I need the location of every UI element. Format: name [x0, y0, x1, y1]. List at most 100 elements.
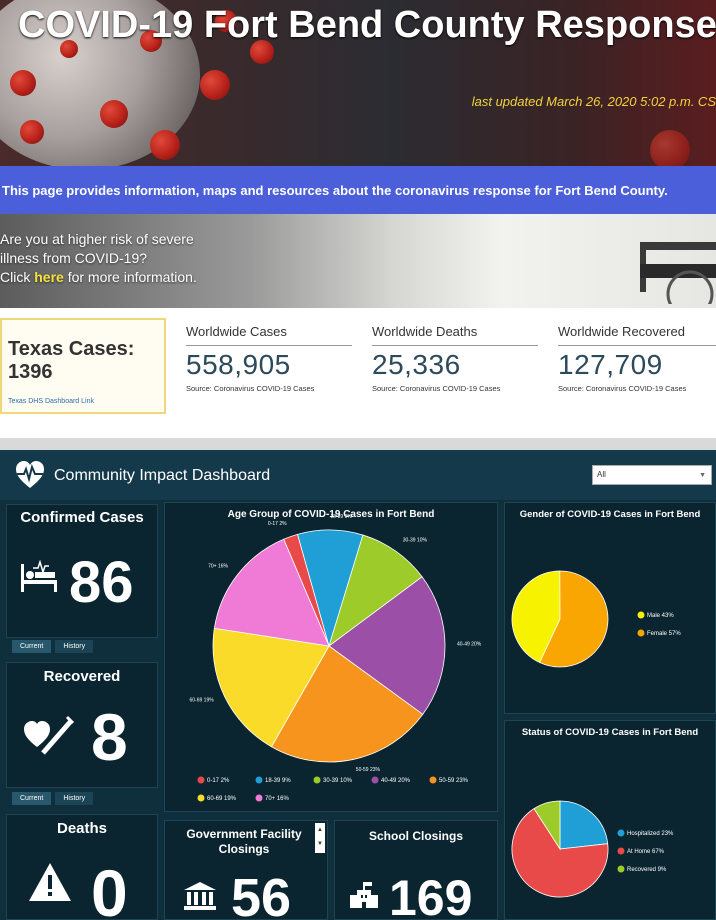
chevron-down-icon: ▼: [699, 472, 706, 479]
slice-label: 30-39 10%: [403, 537, 428, 543]
stat-source: Source: Coronavirus COVID-19 Cases: [372, 384, 501, 393]
legend-label: 18-39 9%: [265, 778, 291, 784]
risk-line-1: Are you at higher risk of severe: [0, 231, 194, 247]
heart-syringe-icon: [24, 715, 75, 755]
stats-row: Texas Cases: 1396 Texas DHS Dashboard Li…: [0, 308, 716, 438]
risk-info-link[interactable]: here: [34, 269, 64, 285]
tab-current[interactable]: Current: [12, 640, 52, 653]
pie-slice-30-39[interactable]: [328, 534, 423, 648]
legend-marker: [255, 776, 263, 784]
gender-chart-panel: Gender of COVID-19 Cases in Fort Bend Ma…: [504, 502, 716, 714]
pie-slice-60-69[interactable]: [212, 627, 330, 748]
risk-banner: Are you at higher risk of severe illness…: [0, 214, 716, 308]
recovered-title: Recovered: [43, 668, 121, 685]
pie-slice-hospitalized[interactable]: [559, 800, 609, 850]
confirmed-tabs: Current History: [12, 640, 94, 653]
pie-slice-at-home[interactable]: [511, 808, 609, 898]
stat-value: 127,709: [558, 349, 663, 380]
tab-current[interactable]: Current: [12, 792, 52, 805]
legend-marker: [197, 794, 205, 802]
legend-label: Female 57%: [647, 631, 681, 637]
worldwide-cases-stat: Worldwide Cases 558,905 Source: Coronavi…: [186, 324, 352, 393]
virus-spike: [60, 40, 78, 58]
stat-value: 25,336: [372, 349, 461, 380]
virus-spike: [215, 10, 237, 32]
slice-label: 40-49 20%: [457, 641, 482, 647]
bed-icon: [21, 560, 57, 592]
legend-marker: [617, 865, 625, 873]
legend-label: 0-17 2%: [207, 778, 230, 784]
worldwide-recovered-stat: Worldwide Recovered 127,709 Source: Coro…: [558, 324, 716, 393]
texas-dhs-link[interactable]: Texas DHS Dashboard Link: [8, 398, 94, 405]
slice-label: 70+ 16%: [208, 563, 228, 569]
status-chart-panel: Status of COVID-19 Cases in Fort Bend Ho…: [504, 720, 716, 920]
school-closings-title: School Closings: [368, 829, 463, 843]
legend-label: Hospitalized 23%: [627, 831, 674, 837]
worldwide-deaths-stat: Worldwide Deaths 25,336 Source: Coronavi…: [372, 324, 538, 393]
gender-pie-chart: Male 43% Female 57%: [511, 570, 681, 668]
texas-cases-value: 1396: [8, 361, 53, 383]
last-updated: last updated March 26, 2020 5:02 p.m. CS: [471, 94, 716, 109]
virus-spike: [200, 70, 230, 100]
pie-slice-70-[interactable]: [213, 538, 330, 647]
risk-click-text: Click: [0, 269, 35, 285]
stat-label: Worldwide Cases: [186, 324, 352, 346]
legend-marker: [429, 776, 437, 784]
tab-history[interactable]: History: [55, 792, 94, 805]
slice-label: 50-59 23%: [356, 767, 381, 773]
confirmed-cases-value: 86: [69, 550, 134, 615]
divider: [0, 438, 716, 450]
legend-marker: [371, 776, 379, 784]
gender-chart-title: Gender of COVID-19 Cases in Fort Bend: [519, 509, 701, 520]
pie-slice-male[interactable]: [511, 570, 561, 664]
slice-label: 0-17 2%: [268, 521, 287, 527]
warning-icon: [29, 863, 71, 901]
stat-value: 558,905: [186, 349, 291, 380]
risk-after-text: for more information.: [63, 269, 197, 285]
government-closings-value: 56: [231, 868, 292, 920]
slice-label: 60-69 19%: [190, 698, 215, 704]
deaths-value: 0: [91, 856, 128, 920]
legend-marker: [617, 829, 625, 837]
stat-source: Source: Coronavirus COVID-19 Cases: [558, 384, 687, 393]
status-chart-title: Status of COVID-19 Cases in Fort Bend: [521, 727, 699, 738]
government-closings-title: Government Facility Closings: [186, 827, 302, 856]
stat-label: Worldwide Deaths: [372, 324, 538, 346]
legend-label: Recovered 9%: [627, 867, 667, 873]
scroll-up-icon[interactable]: ▲: [317, 827, 323, 833]
pie-slice-female[interactable]: [539, 570, 609, 668]
tab-history[interactable]: History: [55, 640, 94, 653]
dashboard-header: Community Impact Dashboard All ▼: [0, 450, 716, 500]
age-chart-title: Age Group of COVID-19 Cases in Fort Bend: [227, 509, 435, 520]
texas-cases-title: Texas Cases:: [8, 338, 135, 360]
legend-marker: [637, 611, 645, 619]
scroll-down-icon[interactable]: ▼: [317, 841, 323, 847]
virus-spike: [10, 70, 36, 96]
confirmed-cases-panel: Confirmed Cases 86: [6, 504, 158, 638]
government-closings-panel: Government Facility Closings ▲ ▼ 56: [164, 820, 328, 920]
legend-label: 50-59 23%: [439, 778, 469, 784]
risk-text: Are you at higher risk of severe illness…: [0, 230, 197, 287]
status-pie-chart: Hospitalized 23% At Home 67% Recovered 9%: [511, 800, 674, 898]
filter-select-value: All: [597, 470, 606, 479]
legend-label: At Home 67%: [627, 849, 665, 855]
recovered-tabs: Current History: [12, 792, 94, 805]
risk-line-2: illness from COVID-19?: [0, 250, 148, 266]
stat-source: Source: Coronavirus COVID-19 Cases: [186, 384, 315, 393]
legend-label: 30-39 10%: [323, 778, 353, 784]
info-bar: This page provides information, maps and…: [0, 166, 716, 214]
wheelchair-image: [640, 242, 716, 304]
legend-label: 40-49 20%: [381, 778, 411, 784]
virus-spike: [150, 130, 180, 160]
page-title: COVID-19 Fort Bend County Response: [18, 4, 716, 46]
pie-slice-recovered[interactable]: [533, 800, 561, 851]
school-closings-value: 169: [389, 870, 473, 920]
pie-slice-50-59[interactable]: [270, 645, 424, 763]
filter-select[interactable]: All ▼: [592, 465, 712, 485]
legend-marker: [617, 847, 625, 855]
scrollbar[interactable]: ▲ ▼: [315, 823, 325, 853]
pie-slice-40-49[interactable]: [328, 576, 446, 715]
legend-label: Male 43%: [647, 613, 674, 619]
virus-spike: [250, 40, 274, 64]
hero-banner: COVID-19 Fort Bend County Response last …: [0, 0, 716, 166]
